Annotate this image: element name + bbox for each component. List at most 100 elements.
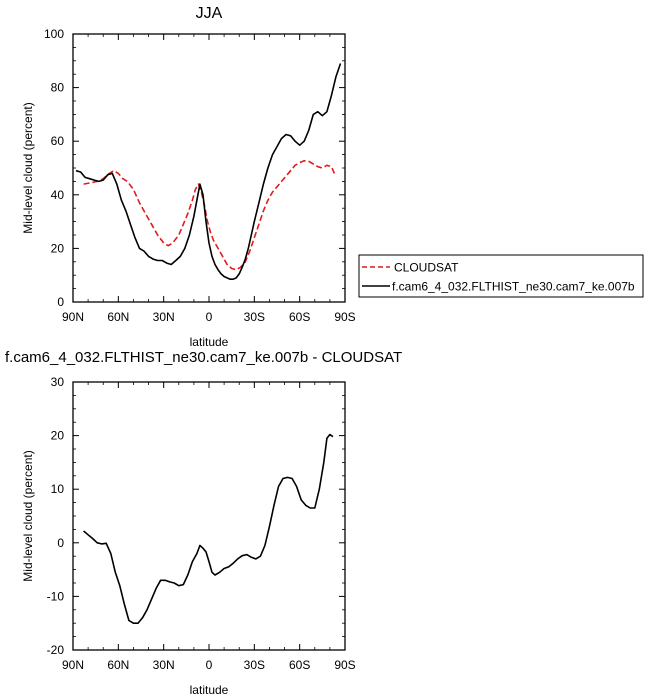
top-series-0-point <box>168 245 169 246</box>
bottom-y-tick-label: 20 <box>51 429 65 443</box>
top-series-0-point <box>299 162 300 163</box>
top-y-tick-label: 80 <box>51 81 65 95</box>
top-series-0-point <box>210 232 211 233</box>
bottom-series-0-point <box>310 507 311 508</box>
top-y-tick-label: 0 <box>57 295 64 309</box>
top-series-1-point <box>290 135 291 136</box>
top-series-0-point <box>258 224 259 225</box>
top-series-1-point <box>340 63 341 64</box>
bottom-series-0-point <box>292 478 293 479</box>
bottom-series-0-point <box>269 526 270 527</box>
top-y-tick-label: 100 <box>44 27 64 41</box>
top-series-0-point <box>218 248 219 249</box>
top-series-1-point <box>242 267 243 268</box>
top-series-0-point <box>145 213 146 214</box>
bottom-series-0-point <box>124 604 125 605</box>
top-series-1-point <box>214 264 215 265</box>
top-series-0-point <box>139 202 140 203</box>
top-series-1-point <box>263 184 264 185</box>
top-y-tick-label: 20 <box>51 241 65 255</box>
top-series-0-point <box>322 167 323 168</box>
bottom-y-tick-label: 0 <box>57 536 64 550</box>
bottom-series-0-point <box>165 580 166 581</box>
top-series-1-point <box>98 181 99 182</box>
top-series-1-point <box>107 174 108 175</box>
top-series-0-point <box>272 192 273 193</box>
top-y-tick-label: 40 <box>51 188 65 202</box>
top-series-1-point <box>184 248 185 249</box>
bottom-series-0-point <box>211 572 212 573</box>
top-series-0-point <box>334 173 335 174</box>
bottom-x-tick-label: 30N <box>153 658 175 672</box>
top-series-1-point <box>103 180 104 181</box>
top-series-1-point <box>326 111 327 112</box>
top-series-line-0 <box>83 160 336 271</box>
bottom-series-0-point <box>151 599 152 600</box>
top-series-1-point <box>208 242 209 243</box>
top-series-0-point <box>192 200 193 201</box>
top-series-0-point <box>222 256 223 257</box>
top-series-1-point <box>281 138 282 139</box>
top-series-1-point <box>276 146 277 147</box>
top-chart-title: JJA <box>196 5 223 22</box>
top-series-1-point <box>196 200 197 201</box>
top-series-1-point <box>112 173 113 174</box>
legend-box <box>358 254 644 298</box>
bottom-series-0-point <box>314 507 315 508</box>
top-series-line-1 <box>75 63 342 280</box>
bottom-y-tick-label: 30 <box>51 375 65 389</box>
bottom-plot-frame <box>72 381 346 651</box>
top-series-1-point <box>175 260 176 261</box>
top-series-1-point <box>299 145 300 146</box>
top-series-1-point <box>295 141 296 142</box>
bottom-series-0-point <box>287 477 288 478</box>
top-series-1-point <box>224 276 225 277</box>
bottom-series-0-point <box>97 542 98 543</box>
top-series-0-point <box>331 166 332 167</box>
top-plot-frame <box>72 33 346 303</box>
top-series-1-point <box>202 194 203 195</box>
top-series-0-point <box>122 178 123 179</box>
top-series-1-point <box>251 234 252 235</box>
bottom-series-0-point <box>106 543 107 544</box>
bottom-series-0-point <box>133 623 134 624</box>
bottom-series-0-point <box>301 499 302 500</box>
bottom-series-0-point <box>251 557 252 558</box>
top-series-1-point <box>230 279 231 280</box>
bottom-series-0-point <box>260 556 261 557</box>
bottom-series-0-point <box>319 489 320 490</box>
bottom-x-tick-label: 30S <box>244 658 265 672</box>
bottom-series-0-point <box>296 486 297 487</box>
top-series-1-point <box>227 277 228 278</box>
bottom-series-0-point <box>326 438 327 439</box>
bottom-series-0-point <box>187 574 188 575</box>
bottom-x-tick-label: 90S <box>334 658 355 672</box>
top-series-1-point <box>335 76 336 77</box>
top-x-tick-label: 0 <box>206 310 213 324</box>
top-series-1-point <box>272 154 273 155</box>
legend-label-model: f.cam6_4_032.FLTHIST_ne30.cam7_ke.007b <box>392 280 635 294</box>
top-y-tick-label: 60 <box>51 134 65 148</box>
top-series-1-point <box>254 221 255 222</box>
top-series-1-point <box>157 260 158 261</box>
top-x-tick-label: 60S <box>289 310 310 324</box>
top-series-1-point <box>317 111 318 112</box>
top-series-1-point <box>218 269 219 270</box>
top-x-tick-label: 60N <box>107 310 129 324</box>
bottom-series-0-point <box>214 574 215 575</box>
bottom-series-0-point <box>329 434 330 435</box>
top-series-1-point <box>94 180 95 181</box>
bottom-series-0-point <box>208 561 209 562</box>
top-series-1-point <box>245 259 246 260</box>
top-series-1-point <box>162 260 163 261</box>
bottom-series-0-point <box>199 545 200 546</box>
top-series-0-point <box>178 234 179 235</box>
top-series-0-point <box>183 224 184 225</box>
bottom-series-0-point <box>278 486 279 487</box>
top-series-1-point <box>322 115 323 116</box>
bottom-series-0-point <box>323 462 324 463</box>
bottom-series-line-0 <box>83 433 334 624</box>
bottom-series-0-point <box>192 561 193 562</box>
bottom-series-0-point <box>246 554 247 555</box>
